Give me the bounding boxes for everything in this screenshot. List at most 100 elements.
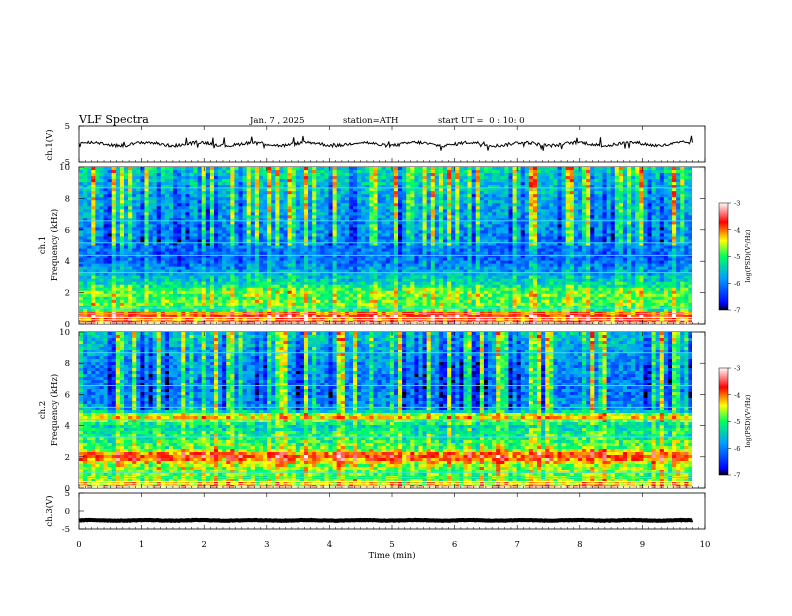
spectrogram-cell bbox=[528, 248, 534, 253]
spectrogram-cell bbox=[443, 176, 448, 180]
spectrogram-cell bbox=[254, 215, 260, 219]
spectrogram-cell bbox=[213, 194, 219, 198]
spectrogram-cell bbox=[524, 212, 530, 216]
spectrogram-cell bbox=[303, 173, 309, 177]
spectrogram-cell bbox=[148, 257, 154, 262]
spectrogram-cell bbox=[115, 239, 121, 243]
spectrogram-cell bbox=[340, 185, 346, 189]
spectrogram-cell bbox=[373, 194, 379, 198]
spectrogram-cell bbox=[455, 236, 460, 240]
spectrogram-cell bbox=[443, 263, 448, 268]
spectrogram-cell bbox=[238, 227, 244, 231]
spectrogram-cell bbox=[344, 248, 350, 253]
spectrogram-cell bbox=[164, 221, 170, 225]
spectrogram-cell bbox=[447, 239, 452, 243]
spectrogram-cell bbox=[487, 191, 493, 195]
spectrogram-cell bbox=[602, 173, 608, 177]
spectrogram-cell bbox=[549, 197, 554, 201]
spectrogram-cell bbox=[357, 206, 362, 210]
spectrogram-cell bbox=[336, 236, 342, 240]
spectrogram-cell bbox=[508, 260, 514, 265]
spectrogram-cell bbox=[410, 197, 415, 201]
spectrogram-cell bbox=[557, 191, 563, 195]
spectrogram-cell bbox=[369, 185, 374, 189]
spectrogram-cell bbox=[148, 176, 154, 180]
spectrogram-cell bbox=[156, 254, 162, 259]
spectrogram-cell bbox=[479, 167, 485, 171]
spectrogram-cell bbox=[115, 200, 121, 204]
spectrogram-cell bbox=[410, 167, 415, 171]
spectrogram-cell bbox=[111, 227, 117, 231]
spectrogram-cell bbox=[582, 179, 587, 183]
spectrogram-cell bbox=[635, 176, 640, 180]
spectrogram-cell bbox=[279, 191, 284, 195]
spectrogram-cell bbox=[496, 206, 501, 210]
spectrogram-cell bbox=[250, 254, 256, 259]
spectrogram-cell bbox=[91, 254, 96, 259]
spectrogram-cell bbox=[545, 206, 550, 210]
spectrogram-cell bbox=[361, 242, 366, 246]
spectrogram-cell bbox=[99, 209, 105, 213]
spectrogram-cell bbox=[99, 233, 105, 237]
spectrogram-cell bbox=[250, 200, 256, 204]
spectrogram-cell bbox=[91, 227, 96, 231]
spectrogram-cell bbox=[291, 233, 297, 237]
spectrogram-cell bbox=[586, 203, 591, 207]
spectrogram-cell bbox=[119, 167, 125, 171]
spectrogram-cell bbox=[185, 254, 190, 259]
spectrogram-cell bbox=[226, 173, 231, 177]
spectrogram-cell bbox=[136, 182, 141, 186]
spectrogram-cell bbox=[316, 200, 321, 204]
spectrogram-cell bbox=[308, 263, 313, 268]
spectrogram-cell bbox=[377, 218, 383, 222]
spectrogram-cell bbox=[406, 194, 411, 198]
spectrogram-cell bbox=[618, 254, 624, 259]
spectrogram-cell bbox=[622, 212, 628, 216]
spectrogram-cell bbox=[173, 206, 178, 210]
spectrogram-cell bbox=[263, 188, 268, 192]
spectrogram-cell bbox=[651, 197, 657, 201]
spectrogram-cell bbox=[348, 167, 354, 171]
spectrogram-cell bbox=[537, 215, 542, 219]
spectrogram-cell bbox=[524, 203, 530, 207]
spectrogram-cell bbox=[299, 215, 305, 219]
spectrogram-cell bbox=[479, 218, 485, 222]
spectrogram-cell bbox=[414, 254, 419, 259]
spectrogram-cell bbox=[222, 254, 227, 259]
spectrogram-cell bbox=[496, 212, 501, 216]
spectrogram-cell bbox=[393, 200, 399, 204]
spectrogram-cell bbox=[410, 203, 415, 207]
spectrogram-cell bbox=[152, 170, 158, 174]
spectrogram-cell bbox=[287, 170, 293, 174]
spectrogram-cell bbox=[353, 236, 358, 240]
spectrogram-cell bbox=[672, 257, 677, 262]
spectrogram-cell bbox=[455, 209, 460, 213]
spectrogram-cell bbox=[471, 176, 477, 180]
spectrogram-cell bbox=[173, 251, 178, 256]
spectrogram-cell bbox=[332, 191, 338, 195]
spectrogram-cell bbox=[528, 200, 534, 204]
spectrogram-cell bbox=[152, 194, 158, 198]
spectrogram-cell bbox=[614, 239, 620, 243]
spectrogram-cell bbox=[230, 200, 235, 204]
spectrogram-cell bbox=[537, 242, 542, 246]
spectrogram-cell bbox=[667, 242, 673, 246]
spectrogram-cell bbox=[132, 236, 137, 240]
spectrogram-cell bbox=[443, 239, 448, 243]
spectrogram-cell bbox=[283, 194, 289, 198]
spectrogram-cell bbox=[111, 251, 117, 256]
spectrogram-cell bbox=[496, 179, 501, 183]
spectrogram-cell bbox=[410, 200, 415, 204]
spectrogram-cell bbox=[467, 182, 473, 186]
spectrogram-cell bbox=[173, 254, 178, 259]
spectrogram-cell bbox=[430, 242, 436, 246]
spectrogram-cell bbox=[402, 239, 407, 243]
spectrogram-cell bbox=[95, 224, 100, 228]
spectrogram-cell bbox=[492, 260, 497, 265]
spectrogram-cell bbox=[357, 251, 362, 256]
spectrogram-cell bbox=[344, 239, 350, 243]
spectrogram-cell bbox=[504, 227, 509, 231]
spectrogram-cell bbox=[377, 215, 383, 219]
spectrogram-cell bbox=[443, 248, 448, 253]
spectrogram-cell bbox=[451, 197, 456, 201]
